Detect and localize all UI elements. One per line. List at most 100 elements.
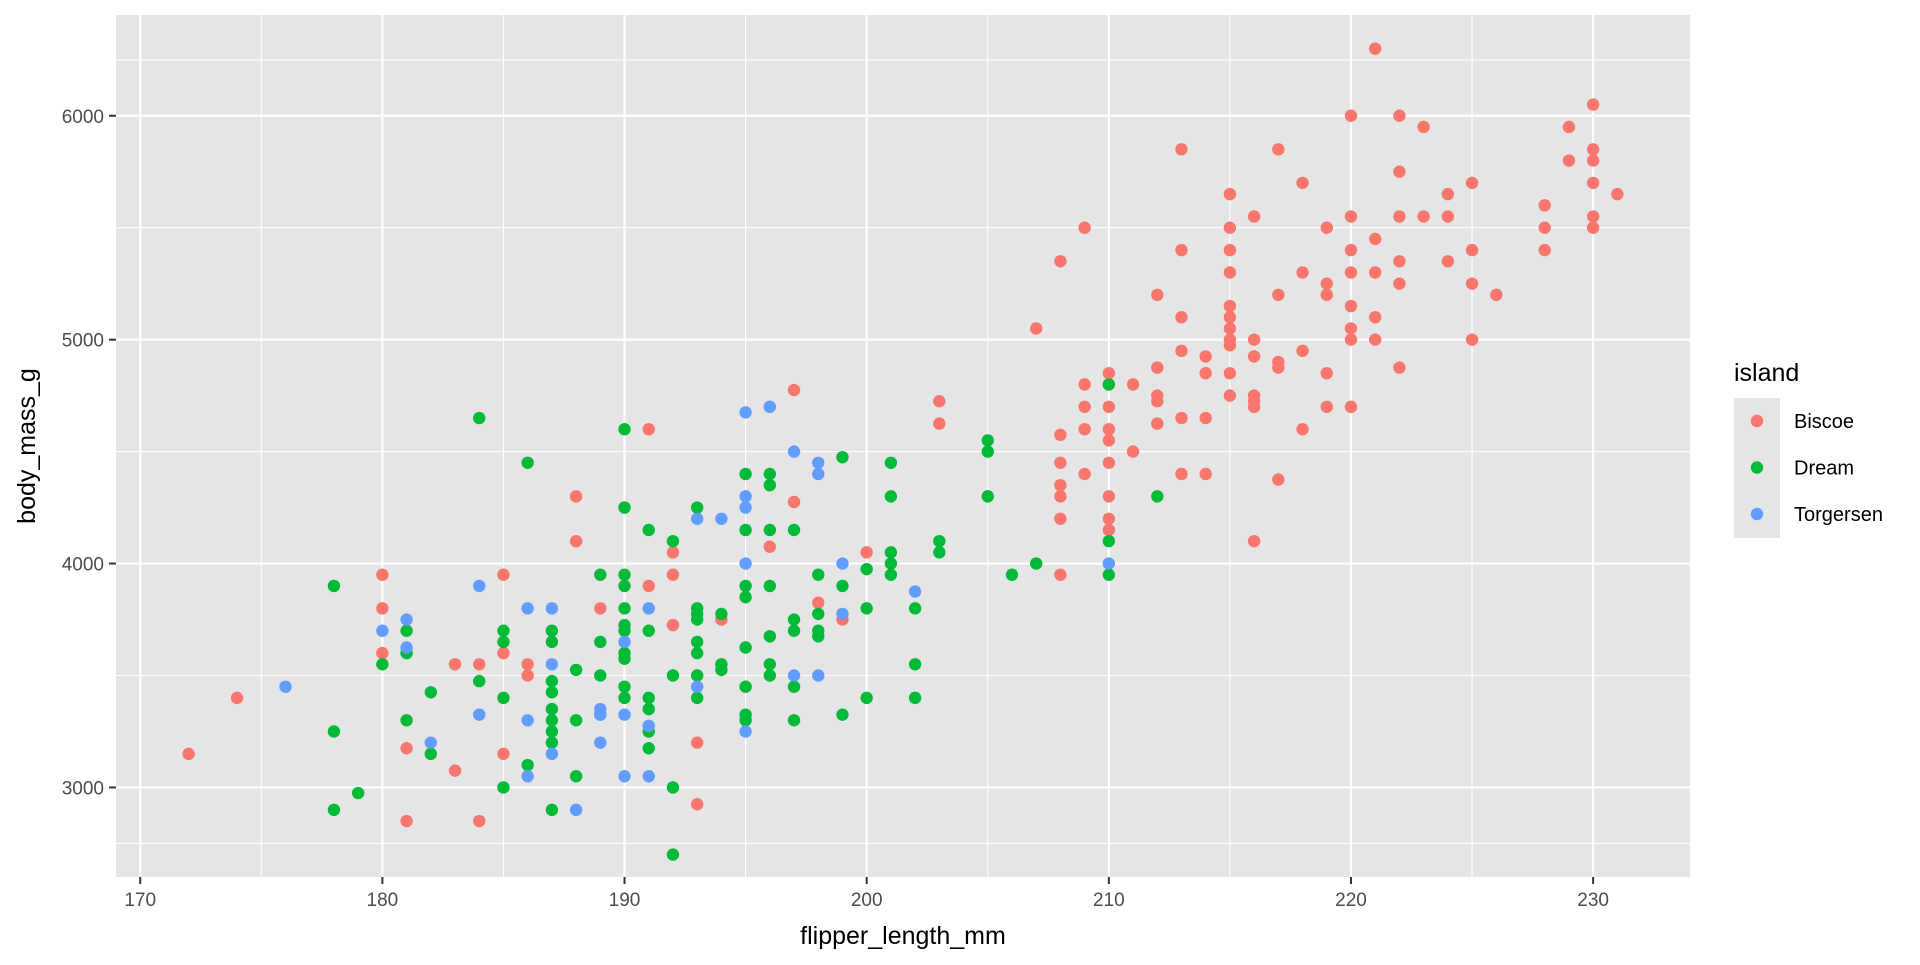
data-point [1175, 143, 1188, 156]
data-point [1223, 367, 1237, 380]
data-point [763, 467, 777, 481]
data-point [836, 450, 849, 464]
data-point [279, 680, 292, 693]
data-point [1490, 288, 1503, 302]
data-point [1102, 423, 1116, 436]
data-point [618, 680, 631, 693]
series-biscoe [182, 42, 1624, 828]
x-tick-label: 210 [1093, 890, 1125, 911]
y-tick-label: 6000 [62, 107, 104, 128]
data-point [739, 680, 752, 693]
data-point [1151, 395, 1164, 408]
data-point [1054, 255, 1067, 268]
data-point [618, 501, 631, 514]
data-point [230, 691, 244, 705]
data-point [812, 607, 825, 621]
data-point [1344, 400, 1358, 414]
data-point [497, 747, 510, 761]
data-point [545, 725, 559, 738]
legend-label: Biscoe [1794, 411, 1854, 433]
data-point [763, 579, 777, 593]
data-point [1005, 568, 1019, 581]
data-point [594, 635, 607, 649]
data-point [812, 669, 825, 682]
data-point [376, 568, 389, 581]
data-point [763, 523, 777, 537]
data-point [1344, 210, 1358, 223]
data-point [884, 546, 898, 559]
data-point [812, 467, 825, 481]
data-point [787, 445, 801, 458]
data-point [884, 456, 898, 469]
data-point [642, 523, 655, 537]
data-point [666, 534, 680, 548]
data-point [1441, 255, 1455, 268]
data-point [981, 434, 994, 447]
data-point [1272, 473, 1285, 486]
y-axis-ticks: 3000 4000 5000 6000 [62, 107, 116, 799]
data-point [1393, 210, 1406, 223]
data-point [715, 512, 728, 525]
data-point [836, 607, 849, 621]
data-point [424, 747, 437, 761]
data-point [981, 445, 994, 458]
series-dream [327, 378, 1164, 861]
data-point [1102, 557, 1116, 570]
data-point [1102, 367, 1116, 380]
data-point [1223, 187, 1237, 201]
data-point [787, 383, 801, 397]
data-point [1247, 210, 1261, 223]
data-point [739, 579, 752, 593]
data-point [1465, 277, 1479, 290]
data-point [1417, 120, 1430, 134]
data-point [497, 568, 510, 581]
data-point [1054, 456, 1067, 469]
legend-label: Dream [1794, 458, 1854, 480]
data-point [1029, 557, 1043, 570]
data-point [618, 635, 631, 649]
data-point [642, 742, 655, 755]
data-point [1029, 322, 1043, 335]
data-point [1102, 523, 1116, 537]
data-point [739, 641, 752, 654]
data-point [424, 736, 437, 749]
data-point [1369, 311, 1382, 324]
data-point [1538, 199, 1551, 212]
data-point [521, 770, 534, 783]
data-point [1199, 367, 1212, 380]
data-point [666, 618, 680, 632]
data-point [763, 400, 777, 414]
data-point [860, 602, 873, 615]
data-point [739, 406, 752, 419]
data-point [497, 635, 510, 649]
data-point [690, 736, 704, 749]
data-point [1102, 490, 1116, 503]
data-point [545, 702, 559, 716]
data-point [618, 691, 631, 705]
data-point [933, 417, 946, 430]
data-point [690, 613, 704, 626]
data-point [666, 546, 680, 559]
data-point [1223, 322, 1237, 335]
data-point [1562, 154, 1576, 167]
data-point [787, 669, 801, 682]
data-point [497, 691, 510, 705]
data-points [182, 42, 1624, 861]
data-point [473, 674, 486, 688]
data-point [594, 568, 607, 581]
data-point [1272, 143, 1285, 156]
data-point [545, 624, 559, 637]
data-point [642, 719, 655, 733]
data-point [908, 658, 922, 671]
data-point [400, 814, 413, 828]
data-point [1296, 266, 1309, 279]
data-point [666, 781, 680, 794]
data-point [1175, 311, 1188, 324]
data-point [1078, 400, 1091, 414]
data-point [642, 691, 655, 705]
data-point [618, 708, 631, 721]
data-point [1320, 288, 1333, 302]
data-point [497, 646, 510, 660]
legend-key-dot [1750, 461, 1764, 474]
